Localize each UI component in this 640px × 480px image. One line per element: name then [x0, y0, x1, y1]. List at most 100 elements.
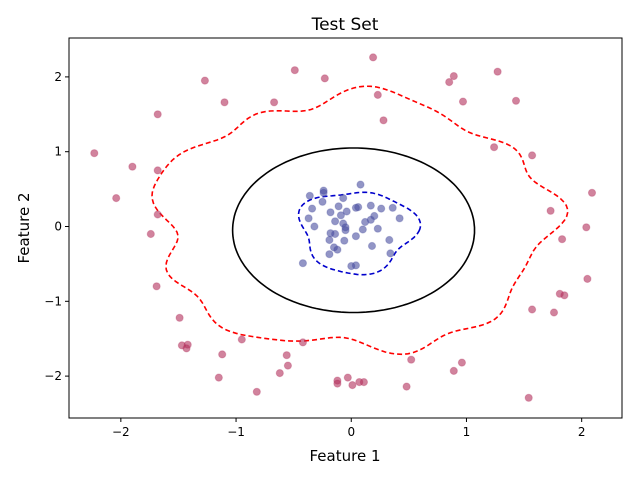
outer-class-point: [343, 373, 352, 382]
plot-area: [68, 37, 623, 419]
outer-class-point: [528, 305, 537, 314]
x-axis: −2 −1 0 1 2: [112, 418, 586, 439]
outer-class-point: [270, 98, 279, 107]
y-tick-label: 0: [54, 220, 62, 234]
outer-class-point: [214, 373, 223, 382]
inner-class-point: [386, 249, 395, 258]
outer-class-point: [546, 206, 555, 215]
data-points: [90, 53, 597, 402]
outer-class-point: [200, 76, 209, 85]
y-axis: −2 −1 0 1 2: [44, 70, 69, 383]
x-tick-label: −2: [112, 425, 130, 439]
inner-class-point: [304, 214, 313, 223]
inner-class-point: [395, 214, 404, 223]
true-boundary: [231, 147, 476, 314]
inner-class-point: [331, 229, 340, 239]
model-b-boundary: [297, 191, 422, 276]
outer-class-point: [218, 350, 227, 359]
outer-class-point: [445, 78, 454, 87]
outer-class-point: [252, 387, 261, 396]
inner-class-point: [367, 241, 377, 251]
inner-class-point: [339, 194, 348, 203]
outer-class-point: [175, 313, 184, 322]
outer-class-point: [333, 379, 342, 388]
inner-class-point: [319, 188, 328, 197]
inner-class-point: [318, 197, 327, 206]
inner-class-point: [310, 222, 319, 231]
y-tick-label: −1: [44, 294, 62, 308]
outer-class-point: [549, 308, 559, 317]
x-tick-label: 0: [347, 425, 355, 439]
x-tick-label: 2: [578, 425, 586, 439]
outer-class-point: [146, 229, 155, 239]
inner-class-point: [308, 204, 317, 213]
inner-class-point: [358, 225, 367, 234]
inner-class-point: [298, 259, 307, 268]
outer-class-point: [583, 274, 592, 283]
outer-class-point: [402, 382, 411, 391]
inner-class-point: [377, 204, 386, 213]
outer-class-point: [153, 110, 162, 119]
outer-class-point: [128, 162, 137, 171]
inner-class-point: [361, 217, 370, 227]
inner-class-point: [342, 207, 351, 216]
outer-class-point: [407, 355, 416, 364]
outer-class-point: [373, 90, 382, 100]
inner-class-point: [325, 250, 334, 259]
outer-class-point: [237, 335, 246, 344]
inner-class-point: [333, 245, 342, 254]
outer-class-point: [582, 223, 591, 232]
inner-class-point: [351, 203, 360, 212]
model-a-boundary: [151, 85, 569, 356]
inner-class-point: [351, 232, 360, 241]
outer-class-point: [493, 67, 502, 76]
outer-class-point: [490, 143, 499, 152]
outer-class-point: [558, 235, 567, 244]
inner-class-point: [334, 202, 343, 211]
outer-class-point: [528, 151, 537, 160]
inner-class-point: [305, 191, 314, 200]
outer-class-point: [282, 351, 291, 360]
outer-class-point: [153, 166, 162, 175]
outer-class-point: [587, 188, 597, 197]
inner-class-point: [336, 211, 345, 220]
y-tick-label: 2: [54, 70, 62, 84]
outer-class-point: [379, 116, 388, 125]
outer-class-point: [457, 358, 466, 367]
inner-class-point: [356, 180, 365, 189]
y-tick-label: −2: [44, 369, 62, 383]
outer-class-point: [298, 338, 307, 347]
y-tick-label: 1: [54, 145, 62, 159]
inner-class-point: [340, 236, 349, 245]
outer-class-point: [511, 96, 521, 105]
inner-class-point: [326, 208, 335, 217]
outer-class-point: [275, 369, 284, 378]
inner-class-point: [373, 224, 382, 233]
inner-class-point: [366, 201, 375, 210]
outer-class-point: [112, 194, 121, 203]
outer-class-point: [152, 282, 161, 291]
outer-class-point: [320, 74, 329, 83]
plot-frame: [68, 37, 623, 419]
outer-class-point: [560, 291, 569, 300]
inner-class-point: [341, 226, 350, 235]
outer-class-point: [290, 66, 299, 75]
chart-title: Test Set: [311, 15, 379, 35]
x-axis-label: Feature 1: [310, 447, 381, 465]
x-tick-label: −1: [227, 425, 245, 439]
outer-class-point: [449, 72, 458, 81]
outer-class-point: [220, 98, 229, 107]
outer-class-point: [153, 210, 162, 219]
inner-class-point: [385, 235, 394, 245]
outer-class-point: [458, 97, 468, 106]
inner-class-point: [347, 262, 356, 271]
x-tick-label: 1: [463, 425, 471, 439]
outer-class-point: [449, 366, 458, 375]
inner-class-point: [388, 203, 397, 212]
outer-class-point: [90, 149, 99, 158]
y-axis-label: Feature 2: [15, 193, 33, 264]
outer-class-point: [524, 393, 533, 402]
outer-class-point: [359, 378, 368, 387]
decision-boundaries: [151, 85, 569, 356]
